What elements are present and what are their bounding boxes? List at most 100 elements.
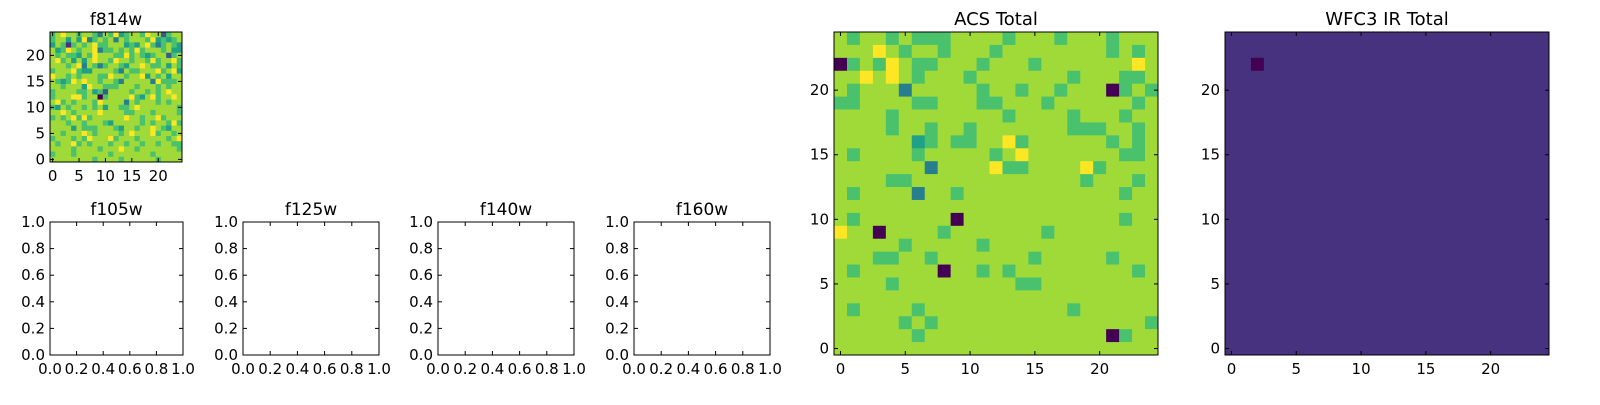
heatmap-cell	[1432, 122, 1446, 136]
heatmap-cell	[145, 89, 151, 95]
heatmap-cell	[102, 104, 109, 111]
heatmap-cell	[171, 32, 178, 38]
heatmap-cell	[1432, 251, 1446, 265]
heatmap-cell	[911, 238, 926, 253]
heatmap-cell	[118, 84, 125, 90]
heatmap-cell	[108, 42, 114, 48]
heatmap-cell	[1145, 109, 1159, 123]
heatmap-cell	[1289, 316, 1304, 330]
heatmap-cell	[898, 148, 913, 162]
heatmap-cell	[1471, 264, 1485, 278]
heatmap-cell	[145, 156, 151, 163]
heatmap-cell	[81, 146, 88, 152]
heatmap-cell	[950, 251, 964, 265]
heatmap-cell	[1054, 342, 1068, 356]
heatmap-cell	[1536, 238, 1550, 253]
heatmap-cell	[1523, 32, 1537, 46]
heatmap-cell	[1028, 316, 1042, 330]
heatmap-cell	[55, 136, 61, 142]
heatmap-cell	[1015, 109, 1029, 123]
heatmap-cell	[1276, 135, 1291, 149]
heatmap-cell	[1393, 187, 1407, 201]
heatmap-cell	[1523, 70, 1537, 85]
heatmap-cell	[145, 58, 151, 64]
heatmap-cell	[1145, 96, 1159, 110]
heatmap-cell	[86, 151, 93, 158]
heatmap-cell	[102, 151, 109, 158]
heatmap-cell	[1445, 212, 1459, 227]
heatmap-cell	[1497, 199, 1511, 214]
heatmap-cell	[1497, 251, 1511, 265]
heatmap-cell	[71, 37, 77, 43]
heatmap-cell	[1432, 329, 1446, 343]
heatmap-cell	[1250, 96, 1265, 110]
heatmap-cell	[1276, 264, 1291, 278]
heatmap-cell	[65, 151, 72, 158]
heatmap-cell	[1510, 70, 1524, 85]
heatmap-cell	[937, 109, 952, 123]
heatmap-cell	[150, 125, 156, 132]
heatmap-cell	[139, 68, 146, 74]
heatmap-cell	[1002, 44, 1016, 59]
heatmap-cell	[834, 316, 848, 330]
heatmap-cell	[118, 125, 125, 132]
heatmap-cell	[1002, 148, 1016, 162]
heatmap-cell	[1028, 225, 1042, 240]
heatmap-cell	[1263, 161, 1278, 175]
heatmap-cell	[134, 110, 141, 116]
heatmap-cell	[834, 199, 848, 214]
heatmap-cell	[1145, 303, 1159, 317]
heatmap-cell	[129, 146, 135, 152]
x-tick-label: 0.2	[649, 360, 673, 378]
heatmap-cell	[102, 94, 109, 100]
heatmap-cell	[1484, 264, 1498, 278]
heatmap-cell	[171, 58, 178, 64]
heatmap-cell	[1497, 342, 1511, 356]
heatmap-cell	[1484, 161, 1498, 175]
heatmap-cell	[885, 161, 900, 175]
heatmap-cell	[1458, 135, 1472, 149]
heatmap-cell	[989, 161, 1003, 175]
heatmap-cell	[989, 122, 1003, 136]
heatmap-cell	[846, 70, 861, 85]
heatmap-cell	[129, 151, 135, 158]
heatmap-cell	[1002, 290, 1016, 304]
heatmap-cell	[160, 52, 167, 59]
heatmap-cell	[1145, 57, 1159, 72]
heatmap-cell	[92, 120, 98, 126]
heatmap-cell	[834, 83, 848, 97]
heatmap-cell	[139, 94, 146, 100]
axes-frame	[437, 221, 575, 356]
heatmap-cell	[1341, 251, 1355, 265]
heatmap-cell	[1354, 290, 1368, 304]
heatmap-cell	[937, 32, 952, 46]
heatmap-cell	[1367, 342, 1381, 356]
heatmap-cell	[1328, 122, 1343, 136]
heatmap-cell	[1028, 303, 1042, 317]
heatmap-cell	[1250, 212, 1265, 227]
heatmap-cell	[1328, 303, 1343, 317]
heatmap-cell	[872, 96, 887, 110]
heatmap-cell	[872, 174, 887, 188]
heatmap-cell	[1302, 109, 1317, 123]
heatmap-cell	[1393, 44, 1407, 59]
heatmap-cell	[118, 89, 125, 95]
heatmap-cell	[1367, 212, 1381, 227]
heatmap-cell	[911, 251, 926, 265]
heatmap-cell	[86, 89, 93, 95]
heatmap-cell	[155, 120, 162, 126]
heatmap-cell	[1393, 96, 1407, 110]
x-tick-label: 0	[836, 360, 846, 378]
heatmap-cell	[1132, 57, 1146, 72]
heatmap-cell	[1302, 303, 1317, 317]
heatmap-cell	[1315, 96, 1330, 110]
heatmap-cell	[976, 161, 990, 175]
heatmap-cell	[155, 115, 162, 121]
heatmap-cell	[898, 161, 913, 175]
heatmap-cell	[1237, 187, 1252, 201]
heatmap-cell	[129, 125, 135, 132]
heatmap-cell	[123, 120, 130, 126]
heatmap-cell	[92, 37, 98, 43]
heatmap-cell	[1393, 161, 1407, 175]
